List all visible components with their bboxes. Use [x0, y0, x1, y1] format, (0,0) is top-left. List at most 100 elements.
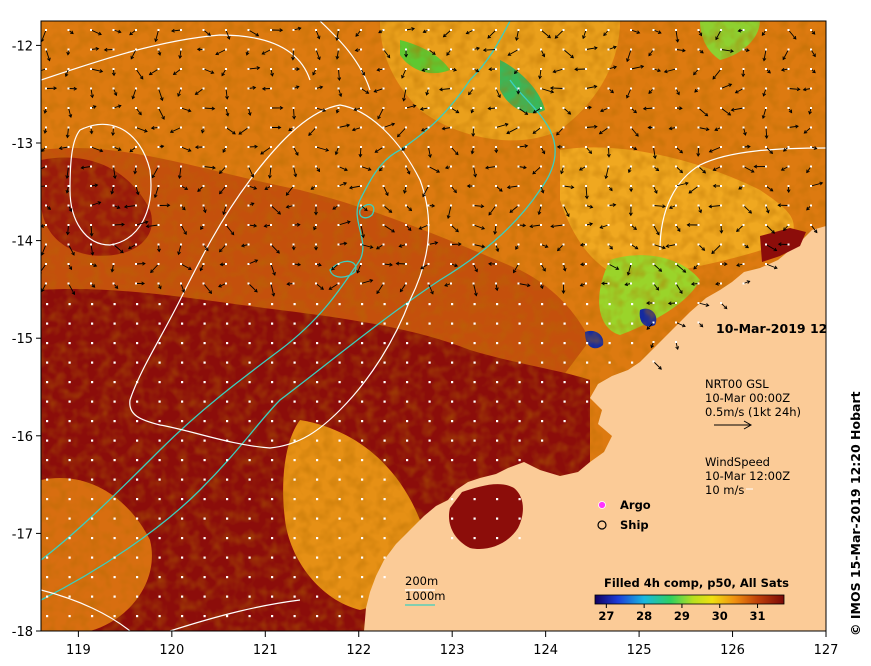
wind-dot: [472, 263, 475, 265]
wind-dot: [450, 146, 452, 148]
current-arrow: [608, 45, 617, 50]
current-arrow: [65, 166, 70, 179]
wind-dot: [292, 185, 295, 187]
wind-dot: [383, 361, 386, 364]
wind-dot: [563, 361, 566, 364]
current-arrow: [465, 29, 474, 35]
wind-dot: [46, 381, 49, 384]
wind-dot: [607, 107, 610, 109]
current-arrow: [135, 68, 144, 80]
wind-dot: [136, 439, 139, 442]
current-arrow: [653, 204, 666, 209]
wind-dot: [405, 29, 407, 31]
current-arrow: [711, 244, 722, 255]
wind-dot: [742, 126, 745, 129]
current-arrow: [113, 205, 121, 209]
wind-dot: [157, 87, 160, 90]
current-arrow: [90, 46, 100, 51]
wind-dot: [562, 243, 565, 246]
current-arrow: [585, 204, 594, 209]
wind-dot: [586, 381, 589, 384]
current-arrow: [375, 244, 384, 250]
wind-dot: [337, 204, 340, 207]
wind-dot: [270, 263, 272, 265]
wind-dot: [517, 68, 520, 70]
wind-dot: [46, 439, 49, 442]
wind-dot: [292, 146, 295, 148]
contour-legend: 200m 1000m: [405, 574, 445, 606]
wind-dot: [158, 576, 161, 579]
wind-dot: [45, 29, 47, 31]
current-arrow: [328, 283, 339, 290]
current-arrow: [383, 185, 389, 197]
wind-dot: [405, 126, 407, 129]
wind-dot: [473, 381, 476, 384]
current-arrow: [428, 166, 441, 173]
wind-dot: [472, 165, 475, 168]
wind-dot: [316, 342, 319, 345]
current-arrow: [130, 49, 137, 60]
wind-dot: [271, 361, 274, 364]
wind-dot: [562, 68, 565, 70]
wind-dot: [562, 29, 565, 31]
wind-dot: [406, 303, 409, 306]
wind-dot: [405, 48, 407, 51]
wind-dot: [293, 459, 296, 462]
wind-dot: [271, 381, 274, 384]
wind-dot: [136, 498, 139, 501]
wind-dot: [607, 224, 610, 226]
current-arrow: [765, 205, 770, 214]
wind-dot: [495, 204, 497, 207]
wind-dot: [472, 87, 475, 90]
wind-dot: [158, 459, 161, 462]
wind-dot: [67, 185, 70, 187]
current-arrow: [293, 222, 301, 227]
wind-dot: [135, 107, 137, 109]
current-arrow: [675, 48, 686, 53]
wind-dot: [181, 322, 184, 325]
current-arrow: [268, 166, 272, 179]
current-arrow: [293, 166, 298, 178]
wind-dot: [202, 68, 205, 70]
current-arrow: [402, 88, 407, 102]
current-arrow: [482, 48, 497, 53]
wind-dot: [203, 420, 206, 423]
current-arrow: [720, 49, 734, 53]
wind-dot: [203, 615, 206, 618]
current-arrow: [532, 166, 542, 175]
wind-dot: [181, 342, 184, 345]
current-arrow: [261, 86, 272, 91]
current-arrow: [513, 263, 519, 274]
wind-dot: [225, 185, 227, 187]
colorbar-ticks: 27 28 29 30 31: [598, 604, 766, 623]
plot-area: 10-Mar-2019 12Z NRT00 GSL 10-Mar 00:00Z …: [41, 21, 826, 631]
wind-dot: [248, 498, 251, 501]
wind-dot: [203, 576, 206, 579]
wind-dot: [226, 381, 229, 384]
wind-dot: [248, 361, 251, 364]
wind-dot: [473, 322, 476, 325]
current-arrow: [473, 263, 478, 273]
wind-dot: [518, 498, 521, 501]
current-arrow: [529, 224, 542, 229]
wind-dot: [247, 87, 250, 90]
current-arrow: [158, 203, 171, 208]
current-arrow: [782, 49, 789, 61]
wind-dot: [451, 420, 454, 423]
wind-dot: [158, 439, 161, 442]
current-arrow: [675, 181, 689, 187]
wind-time: 10-Mar 12:00Z: [705, 469, 790, 483]
wind-dot: [765, 48, 767, 51]
current-arrow: [765, 146, 774, 155]
wind-dot: [742, 204, 745, 207]
wind-dot: [607, 68, 610, 70]
wind-dot: [157, 146, 160, 148]
wind-dot: [225, 68, 227, 70]
current-arrow: [135, 261, 146, 266]
current-arrow: [177, 166, 182, 180]
wind-dot: [270, 48, 272, 51]
current-arrow: [135, 220, 149, 226]
wind-dot: [540, 263, 542, 265]
wind-dot: [473, 537, 476, 540]
current-arrow: [270, 125, 282, 130]
